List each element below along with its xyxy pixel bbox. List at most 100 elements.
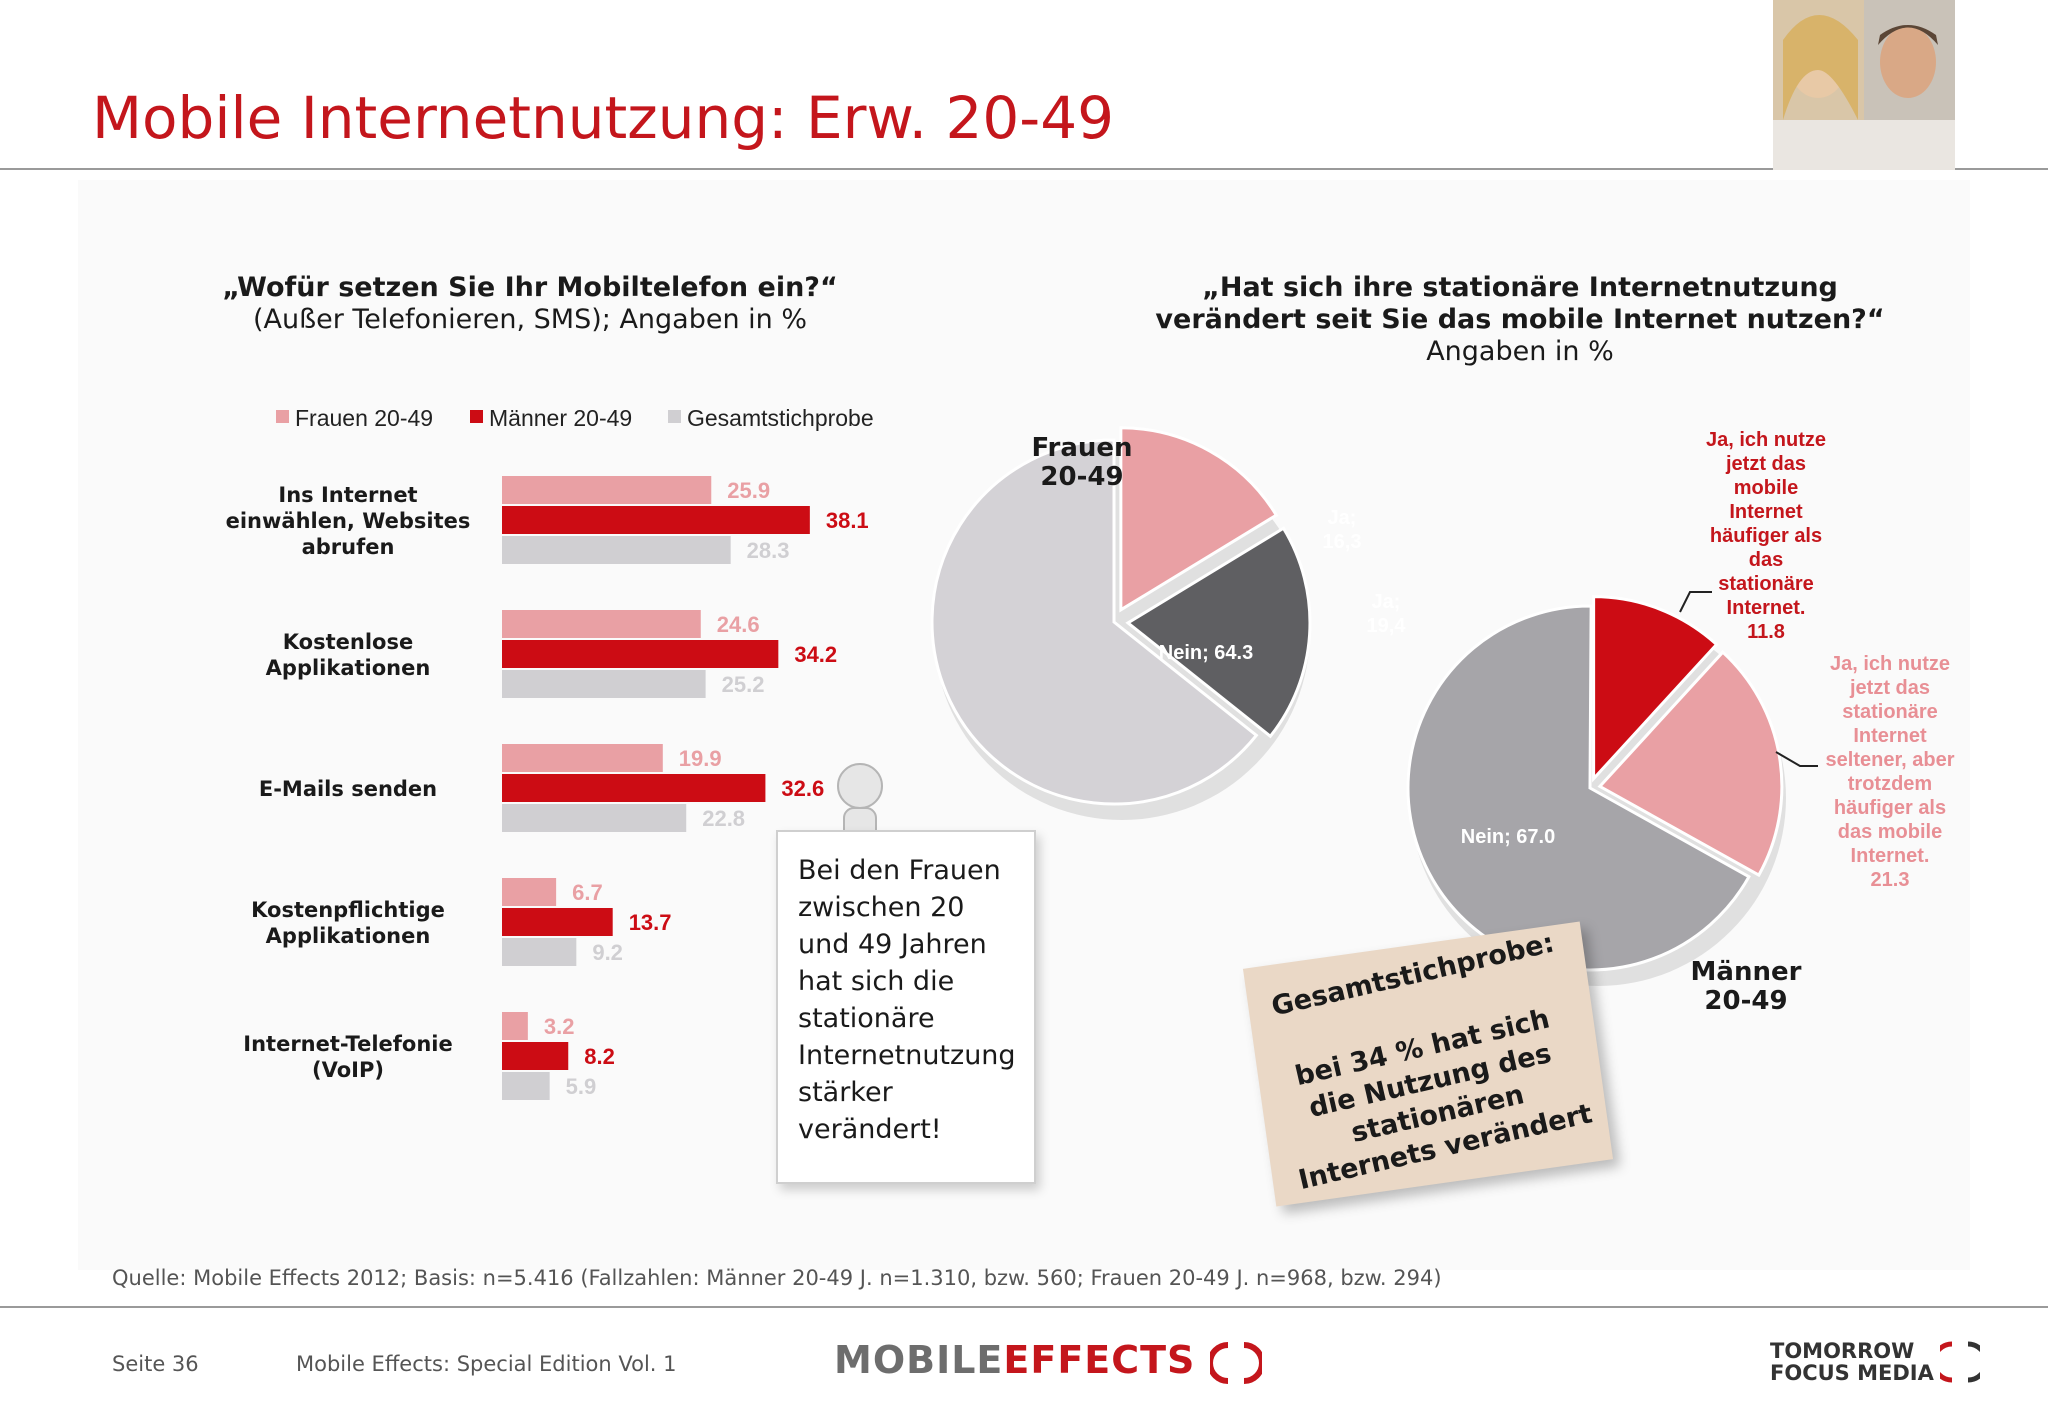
- bar-value-2-1: 32.6: [781, 776, 824, 801]
- annotation-red-line4: häufiger als: [1709, 525, 1823, 547]
- annotation-haeufiger-mobil: Ja, ich nutze jetzt das mobile Internet häuf…: [1676, 428, 1856, 644]
- annotation-pink-line5: trotzdem: [1847, 773, 1933, 795]
- pie-frauen-label-ja1-a: Ja;: [1328, 507, 1357, 529]
- bar-category-label-2-line0: E-Mails senden: [258, 777, 438, 801]
- bar-2-1: [502, 774, 766, 802]
- pie-frauen-label-nein: Nein; 64.3: [1159, 642, 1253, 664]
- pie-title-maenner-line1: Männer: [1690, 957, 1802, 987]
- pie-maenner-label-nein: Nein; 67.0: [1461, 826, 1555, 848]
- mobile-effects-logo: MOBILEEFFECTS: [834, 1338, 1265, 1387]
- bar-value-4-2: 5.9: [566, 1074, 597, 1099]
- bar-1-2: [502, 670, 706, 698]
- pie-title-frauen: Frauen 20-49: [1022, 434, 1142, 492]
- bar-value-1-2: 25.2: [722, 672, 765, 697]
- bar-0-0: [502, 476, 712, 504]
- legend-swatch-2: [668, 410, 681, 423]
- pie-chart-question: „Hat sich ihre stationäre Internetnutzun…: [1080, 272, 1960, 368]
- figure-top-icon-head: [837, 763, 883, 809]
- slide-title: Mobile Internetnutzung: Erw. 20-49: [92, 84, 1115, 152]
- bar-4-2: [502, 1072, 550, 1100]
- bar-value-4-0: 3.2: [544, 1014, 575, 1039]
- bar-value-2-0: 19.9: [679, 746, 722, 771]
- note-text: Bei den Frauen zwischen 20 und 49 Jahren ha…: [798, 852, 1028, 1148]
- pie-frauen-slice-0: [1119, 426, 1279, 613]
- pie-chart-question-line2: verändert seit Sie das mobile Internet n…: [1155, 304, 1885, 335]
- bar-value-4-1: 8.2: [584, 1044, 615, 1069]
- pie-frauen-label-ja2-a: Ja;: [1372, 591, 1401, 613]
- bar-category-label-4: Internet-Telefonie (VoIP): [218, 1031, 478, 1083]
- pie-maenner-slice-1: [1597, 650, 1784, 878]
- pie-frauen-slice-2: [930, 438, 1259, 806]
- pie-maenner-slice-2: [1406, 604, 1751, 972]
- annotation-red-line3: Internet: [1729, 501, 1803, 523]
- annotation-pink-line4: seltener, aber: [1825, 749, 1955, 771]
- bar-value-3-1: 13.7: [629, 910, 672, 935]
- pie-title-maenner: Männer 20-49: [1686, 958, 1806, 1016]
- edition-label: Mobile Effects: Special Edition Vol. 1: [296, 1352, 677, 1376]
- bar-category-label-0-line2: abrufen: [301, 535, 395, 559]
- note-line3: hat sich die: [798, 966, 955, 997]
- annotation-seltener-stationaer: Ja, ich nutze jetzt das stationäre Internet…: [1810, 652, 1970, 892]
- bar-3-2: [502, 938, 577, 966]
- bar-0-1: [502, 506, 810, 534]
- bar-value-0-1: 38.1: [826, 508, 869, 533]
- annotation-red-line0: Ja, ich nutze: [1705, 429, 1827, 451]
- bar-1-1: [502, 640, 779, 668]
- pie-chart-question-line3: Angaben in %: [1426, 336, 1614, 367]
- annotation-pink-line9: 21.3: [1870, 869, 1910, 891]
- note-line0: Bei den Frauen: [798, 855, 1001, 886]
- annotation-pink-line2: stationäre: [1842, 701, 1938, 723]
- leader-line-red: [1679, 591, 1712, 613]
- bar-value-3-2: 9.2: [592, 940, 623, 965]
- bar-0-2: [502, 536, 731, 564]
- bar-category-label-1-line1: Applikationen: [265, 656, 431, 680]
- logo-text-tomorrow: TOMORROW: [1770, 1339, 1915, 1363]
- bar-category-label-3-line0: Kostenpflichtige: [251, 898, 445, 922]
- annotation-pink-line8: Internet.: [1850, 845, 1930, 867]
- pie-title-frauen-line2: 20-49: [1040, 462, 1124, 492]
- legend-swatch-0: [276, 410, 289, 423]
- note-line4: stationäre: [798, 1003, 935, 1034]
- pie-title-maenner-line2: 20-49: [1704, 986, 1788, 1016]
- bar-value-3-0: 6.7: [572, 880, 603, 905]
- pie-frauen-slice-1: [1125, 526, 1312, 739]
- bar-category-label-0-line0: Ins Internet: [278, 483, 418, 507]
- annotation-red-line7: Internet.: [1726, 597, 1806, 619]
- bar-3-1: [502, 908, 613, 936]
- bar-value-2-2: 22.8: [702, 806, 745, 831]
- bar-chart-question: „Wofür setzen Sie Ihr Mobiltelefon ein?“…: [160, 272, 900, 336]
- leader-line-pink: [1775, 751, 1818, 767]
- bar-chart-question-line2: (Außer Telefonieren, SMS); Angaben in %: [252, 304, 808, 335]
- bar-value-0-0: 25.9: [727, 478, 770, 503]
- people-photo: [1773, 0, 1955, 170]
- annotation-red-line5: das: [1748, 549, 1784, 571]
- annotation-pink-line6: häufiger als: [1833, 797, 1947, 819]
- logo-bracket-icon: [1206, 1341, 1265, 1384]
- bar-category-label-4-line1: (VoIP): [312, 1058, 384, 1082]
- bar-category-label-4-line0: Internet-Telefonie: [243, 1032, 453, 1056]
- bar-category-label-1: Kostenlose Applikationen: [218, 629, 478, 681]
- bar-category-label-3-line1: Applikationen: [265, 924, 431, 948]
- note-line5: Internetnutzung: [798, 1040, 1016, 1071]
- page-number: Seite 36: [112, 1352, 199, 1376]
- note-card: [776, 830, 1036, 1184]
- pie-frauen-label-ja2-b: 19,4: [1367, 615, 1407, 637]
- bar-chart-question-line1: „Wofür setzen Sie Ihr Mobiltelefon ein?“: [222, 272, 838, 303]
- bar-4-1: [502, 1042, 569, 1070]
- footer-divider: [0, 1306, 2048, 1308]
- bar-value-1-1: 34.2: [794, 642, 837, 667]
- annotation-red-line1: jetzt das: [1725, 453, 1807, 475]
- legend-label-1: Männer 20-49: [489, 405, 632, 431]
- bar-1-0: [502, 610, 701, 638]
- pie-maenner-slice-0: [1592, 595, 1719, 783]
- logo-text-focus-media: FOCUS MEDIA: [1770, 1361, 1934, 1385]
- annotation-pink-line7: das mobile: [1837, 821, 1943, 843]
- bar-2-0: [502, 744, 663, 772]
- bar-3-0: [502, 878, 557, 906]
- bar-category-label-1-line0: Kostenlose: [282, 630, 414, 654]
- bar-value-1-0: 24.6: [717, 612, 760, 637]
- annotation-red-line2: mobile: [1733, 477, 1799, 499]
- bar-category-label-2: E-Mails senden: [218, 776, 478, 802]
- pie-frauen-label-ja1-b: 16,3: [1323, 531, 1362, 553]
